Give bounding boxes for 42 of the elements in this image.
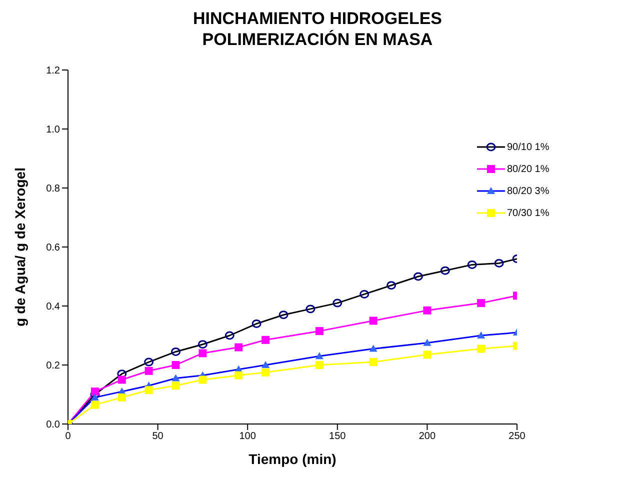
point [172,382,180,390]
point [118,393,126,402]
y-tick-label: 1.2 [46,66,60,77]
y-tick-label: 0.6 [46,242,60,254]
point [423,350,432,359]
x-axis-title: Tiempo (min) [248,451,336,467]
legend-label: 70/30 1% [507,208,550,218]
y-tick-label: 0.8 [46,184,60,195]
y-tick-label: 0.4 [46,302,60,313]
point [172,361,180,369]
point [315,361,324,369]
point [144,366,153,375]
point [262,368,270,376]
point [90,400,99,409]
point [369,316,378,325]
legend-label: 80/20 1% [507,164,550,174]
y-tick-label: 0.2 [46,360,60,372]
point [262,336,270,344]
point [144,386,153,394]
y-tick-label: 1.0 [46,124,60,136]
y-axis-title: g de Agua/ g de Xerogel [12,168,28,326]
point [90,388,99,396]
x-tick-label: 200 [418,431,436,442]
x-tick-label: 50 [152,431,164,442]
legend-label: 90/10 1% [507,142,550,152]
point [369,358,378,366]
point [118,376,126,384]
x-tick-label: 250 [508,431,526,442]
point [234,371,243,380]
point [315,327,324,336]
x-tick-label: 100 [239,431,256,442]
point [234,343,243,352]
point [477,299,486,308]
y-tick-label: 0.0 [46,420,60,431]
point [198,349,207,358]
point [423,306,432,314]
legend-label: 80/20 3% [507,186,550,196]
point [198,376,207,384]
point [477,344,486,353]
x-tick-label: 0 [65,431,72,442]
x-tick-label: 150 [329,431,346,442]
chart-title: HINCHAMIENTO HIDROGELES POLIMERIZACIÓN EN MASA [192,8,444,50]
